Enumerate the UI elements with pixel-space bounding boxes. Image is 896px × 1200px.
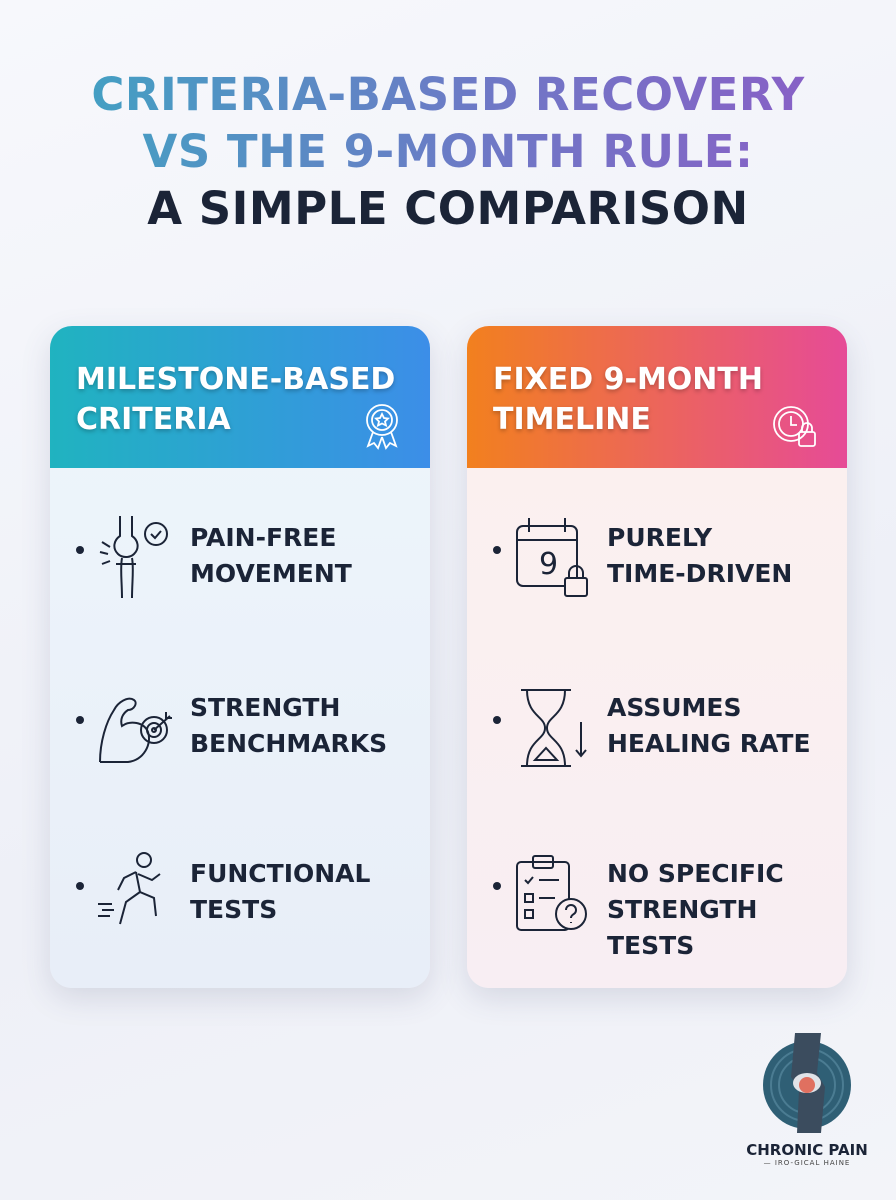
list-item: FUNCTIONAL TESTS (50, 838, 430, 938)
hourglass-icon (521, 689, 587, 767)
milestone-criteria-card: MILESTONE-BASED CRITERIA PAIN-FREE MOVEME… (50, 326, 430, 988)
item-label-line-1: PURELY (607, 523, 713, 552)
item-label-line-2: TIME-DRIVEN (607, 559, 793, 588)
page-title: CRITERIA-BASED RECOVERY VS THE 9-MONTH R… (0, 66, 896, 237)
heading-line-1: FIXED 9-MONTH (493, 362, 763, 397)
card-header: FIXED 9-MONTH TIMELINE (467, 326, 847, 468)
clock-lock-icon (773, 406, 816, 447)
title-line-2: VS THE 9-MONTH RULE: (0, 123, 896, 180)
item-label-line-1: ASSUMES (607, 693, 742, 722)
bullet (493, 882, 501, 890)
brand-logo: CHRONIC PAIN — IRO-GICAL HAINE (742, 1033, 872, 1167)
item-label-line-1: STRENGTH (190, 693, 341, 722)
item-label-line-2: TESTS (190, 895, 278, 924)
item-label-line-2: STRENGTH (607, 895, 758, 924)
logo-name: CHRONIC PAIN (746, 1141, 868, 1159)
item-label-line-2: HEALING RATE (607, 729, 811, 758)
list-item: PAIN-FREE MOVEMENT (50, 502, 430, 602)
title-line-3: A SIMPLE COMPARISON (147, 182, 749, 235)
heading-line-2: CRITERIA (76, 402, 231, 437)
clipboard-question-icon (516, 855, 587, 931)
list-item: NO SPECIFIC STRENGTH TESTS (467, 838, 847, 960)
item-label-line-1: PAIN-FREE (190, 523, 337, 552)
award-ribbon-icon (366, 404, 398, 450)
item-label-line-2: BENCHMARKS (190, 729, 388, 758)
knee-joint-logo-icon (763, 1033, 851, 1133)
bullet (76, 716, 84, 724)
bullet (493, 546, 501, 554)
bullet (76, 882, 84, 890)
svg-text:9: 9 (539, 547, 558, 582)
knee-check-icon (99, 516, 168, 599)
logo-tagline: — IRO-GICAL HAINE (763, 1159, 851, 1167)
fixed-timeline-card: FIXED 9-MONTH TIMELINE 9 PURELY TIME-DRIV… (467, 326, 847, 988)
item-label-line-3: TESTS (607, 931, 695, 960)
item-label-line-2: MOVEMENT (190, 559, 352, 588)
bullet (493, 716, 501, 724)
item-label-line-1: NO SPECIFIC (607, 859, 784, 888)
list-item: 9 PURELY TIME-DRIVEN (467, 502, 847, 602)
card-header: MILESTONE-BASED CRITERIA (50, 326, 430, 468)
item-label-line-1: FUNCTIONAL (190, 859, 371, 888)
list-item: ASSUMES HEALING RATE (467, 672, 847, 772)
heading-line-2: TIMELINE (493, 402, 651, 437)
title-line-1: CRITERIA-BASED RECOVERY (0, 66, 896, 123)
bullet (76, 546, 84, 554)
heading-line-1: MILESTONE-BASED (76, 362, 396, 397)
list-item: STRENGTH BENCHMARKS (50, 672, 430, 772)
calendar-lock-icon: 9 (516, 518, 588, 597)
muscle-target-icon (99, 697, 172, 763)
running-person-icon (98, 852, 161, 925)
